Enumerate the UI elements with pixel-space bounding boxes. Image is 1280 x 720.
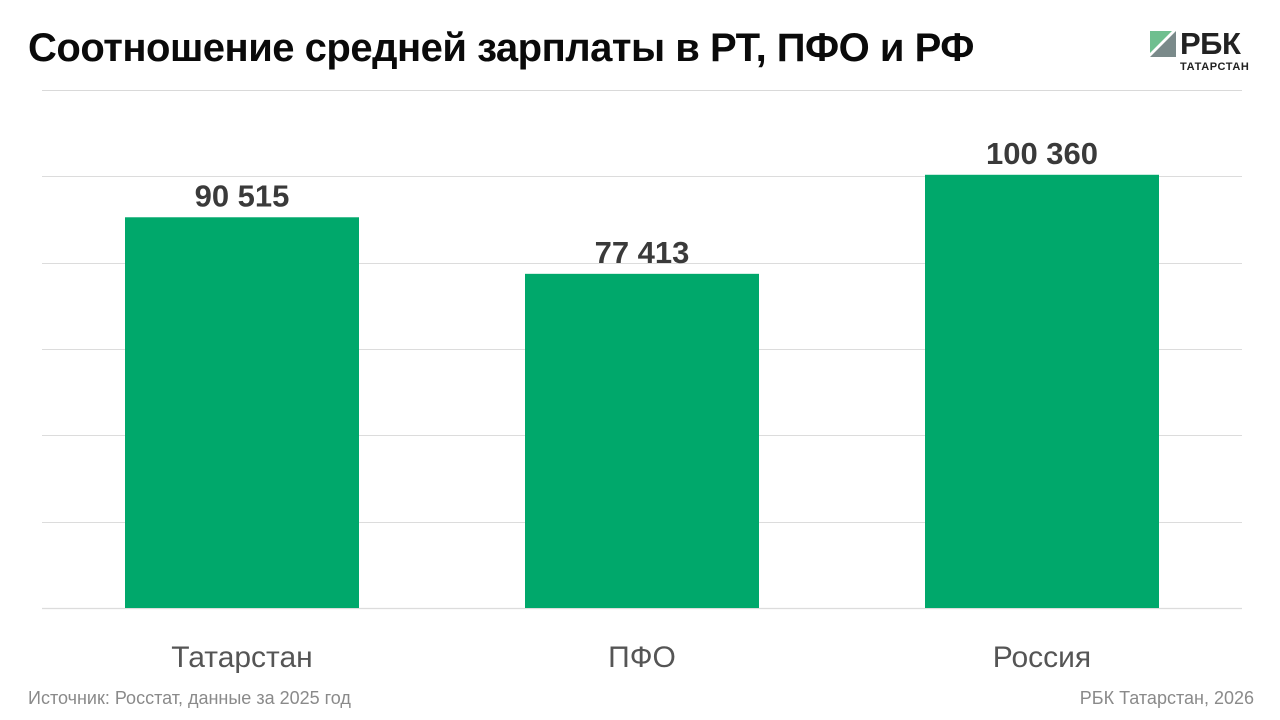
category-label: Россия [993,641,1091,674]
rbc-logo-mark-icon [1150,31,1176,57]
logo-text: РБК [1180,26,1241,61]
logo-subtitle: ТАТАРСТАН [1180,61,1250,73]
bar [925,174,1159,608]
category-label: ПФО [608,641,676,674]
bar [125,217,359,608]
category-label: Татарстан [171,641,312,674]
rbc-logo: РБК ТАТАРСТАН [1150,26,1250,76]
credit-note: РБК Татарстан, 2026 [1079,688,1254,708]
value-label: 77 413 [595,235,690,270]
source-note: Источник: Росстат, данные за 2025 год [28,688,351,708]
value-label: 90 515 [195,178,290,213]
bar [525,273,759,608]
value-label: 100 360 [986,136,1098,171]
chart-title: Соотношение средней зарплаты в РТ, ПФО и… [28,26,974,70]
top-divider [42,90,1242,91]
